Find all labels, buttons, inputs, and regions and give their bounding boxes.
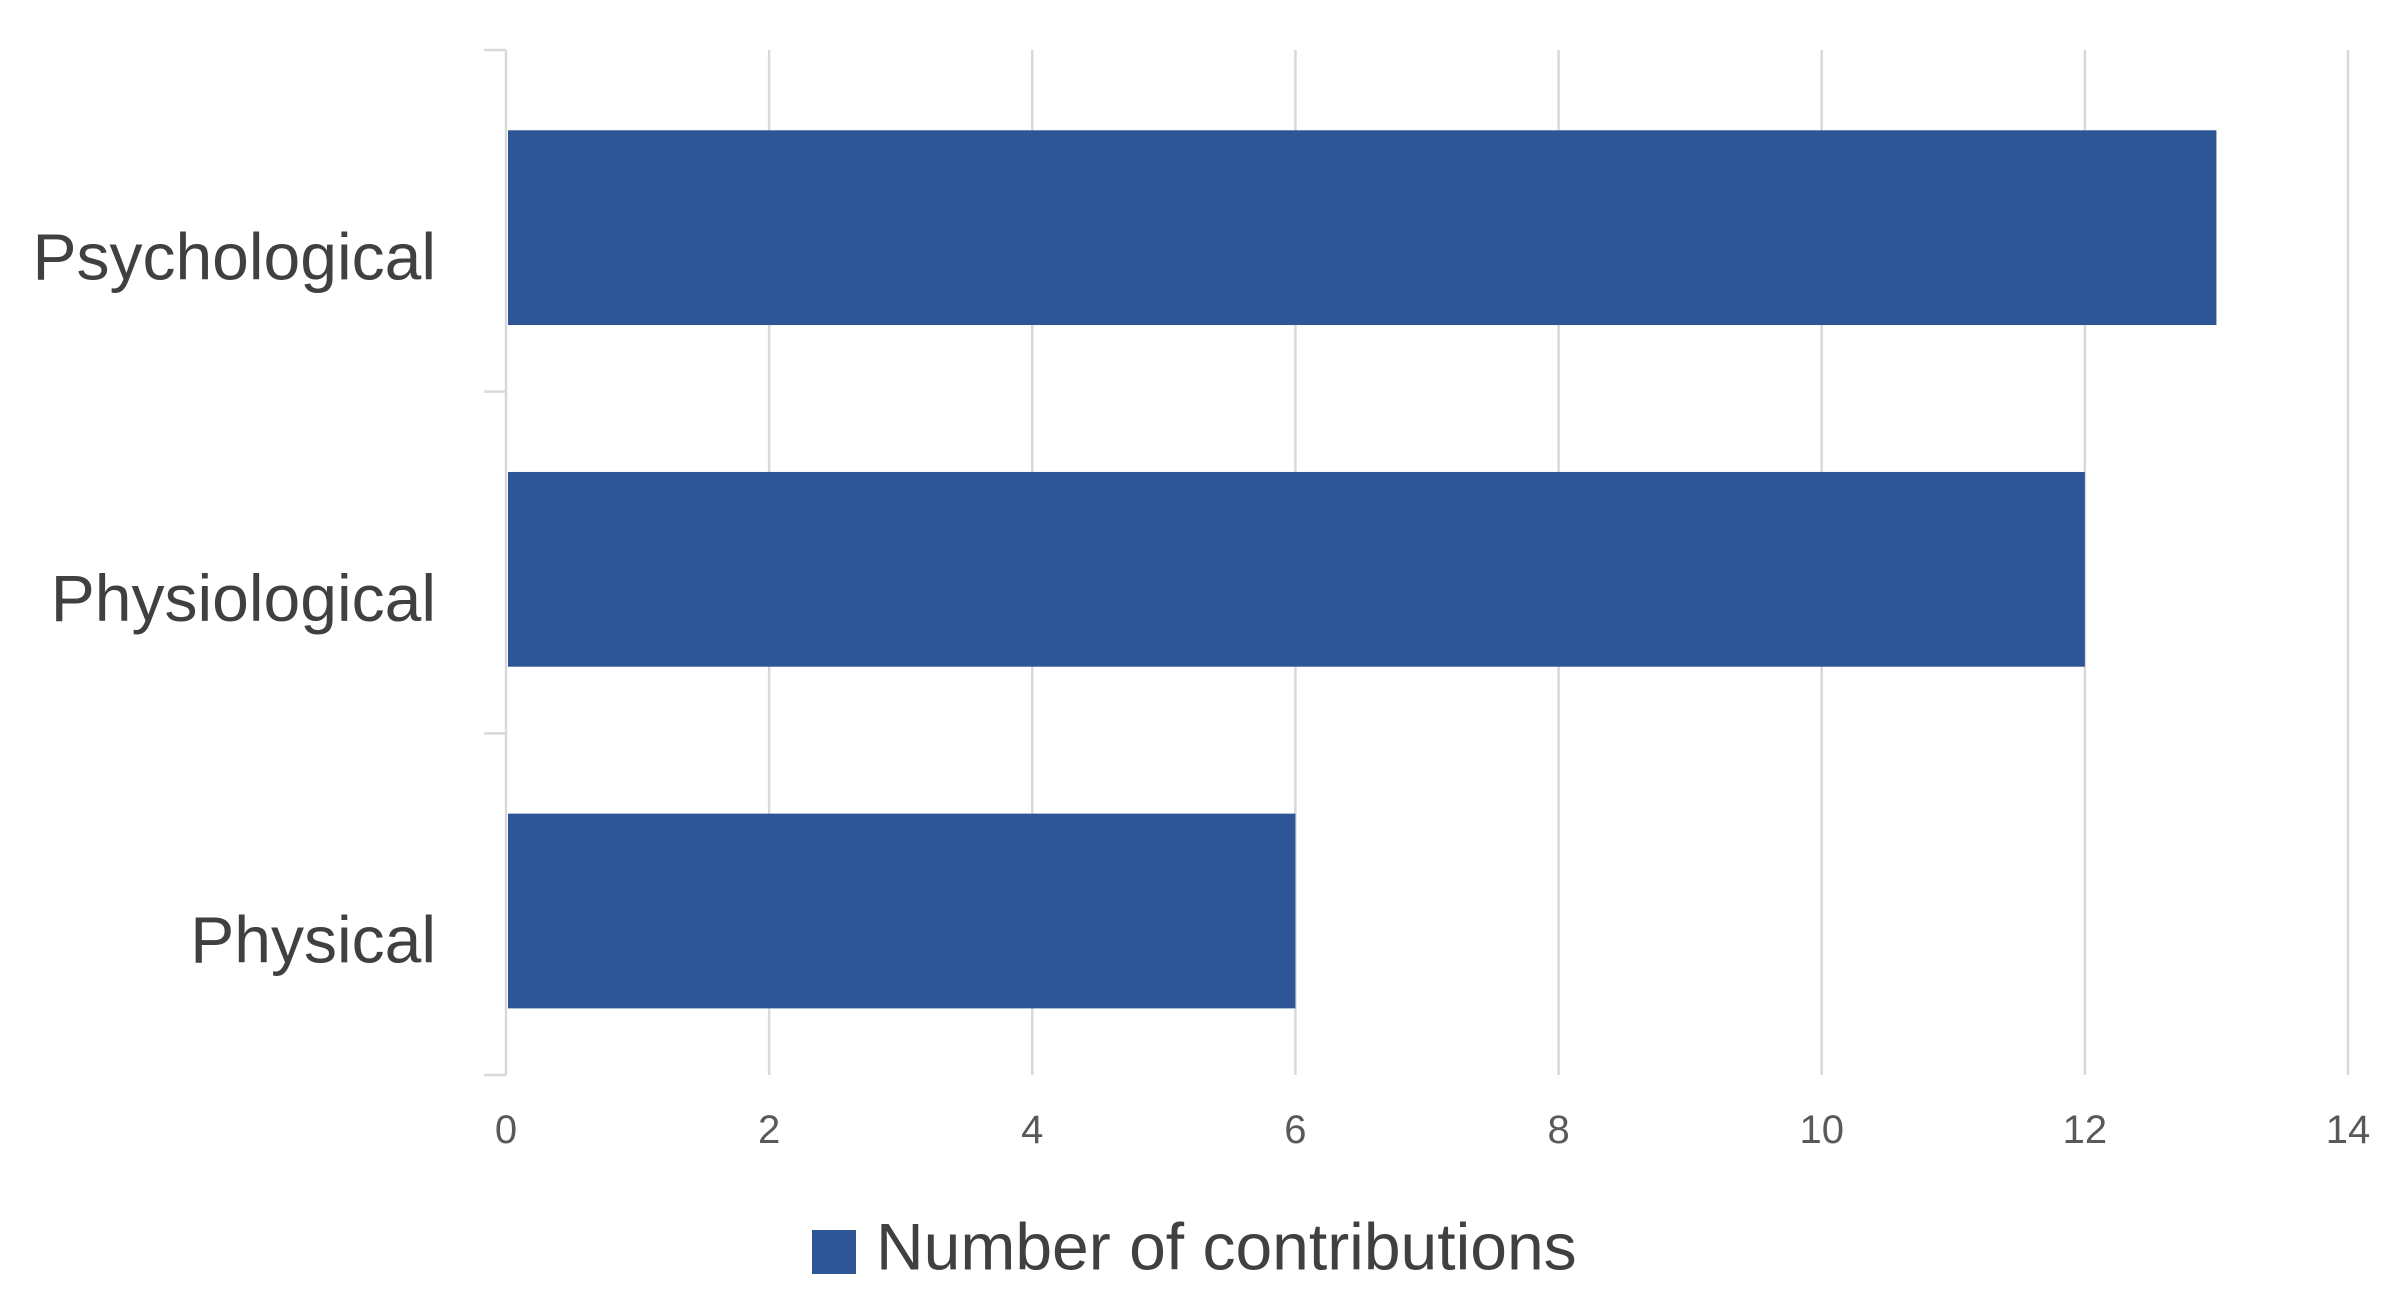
x-tick-label: 6: [1284, 1108, 1306, 1152]
x-tick-label: 4: [1021, 1108, 1043, 1152]
category-label: Psychological: [32, 219, 436, 293]
x-tick-label: 2: [758, 1108, 780, 1152]
legend-swatch: [812, 1230, 856, 1274]
x-tick-label: 0: [495, 1108, 517, 1152]
bars: [508, 130, 2217, 1009]
category-label: Physical: [190, 903, 436, 977]
x-tick-label: 14: [2326, 1108, 2371, 1152]
category-labels: Psychological Physiological Physical: [32, 219, 436, 976]
legend-label: Number of contributions: [876, 1209, 1577, 1283]
x-tick-labels: 0 2 4 6 8 10 12 14: [495, 1108, 2370, 1152]
y-axis: [484, 48, 508, 1077]
x-tick-label: 12: [2063, 1108, 2108, 1152]
legend: Number of contributions: [812, 1209, 1577, 1283]
x-tick-label: 8: [1547, 1108, 1569, 1152]
bar-psychological: [508, 130, 2217, 326]
category-label: Physiological: [51, 561, 436, 635]
x-tick-label: 10: [1799, 1108, 1844, 1152]
bar-physiological: [508, 471, 2085, 667]
bar-physical: [508, 813, 1296, 1009]
